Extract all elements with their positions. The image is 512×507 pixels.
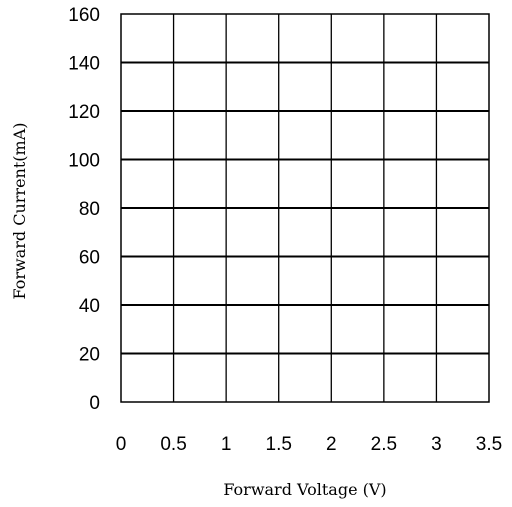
y-tick-label: 100: [68, 151, 100, 172]
x-tick-label: 2: [326, 434, 337, 455]
y-axis-title: Forward Current(mA): [10, 123, 29, 300]
y-axis-tick-labels: 0 20 40 60 80 100 120 140 160: [68, 5, 100, 414]
x-tick-label: 1.5: [266, 434, 292, 455]
x-tick-label: 2.5: [371, 434, 397, 455]
y-tick-label: 60: [79, 248, 100, 269]
y-tick-label: 0: [89, 393, 100, 414]
chart-grid: [121, 14, 489, 402]
y-tick-label: 140: [68, 54, 100, 75]
plot-area-frame: [120, 13, 490, 403]
x-axis-title: Forward Voltage (V): [223, 480, 386, 499]
y-tick-label: 80: [79, 199, 100, 220]
x-tick-label: 3.5: [476, 434, 502, 455]
x-tick-label: 0.5: [160, 434, 186, 455]
y-tick-label: 40: [79, 296, 100, 317]
x-axis-tick-labels: 0 0.5 1 1.5 2 2.5 3 3.5: [116, 434, 503, 455]
x-tick-label: 1: [221, 434, 232, 455]
y-tick-label: 120: [68, 102, 100, 123]
y-tick-label: 20: [79, 345, 100, 366]
x-tick-label: 3: [431, 434, 442, 455]
x-tick-label: 0: [116, 434, 127, 455]
y-tick-label: 160: [68, 5, 100, 26]
